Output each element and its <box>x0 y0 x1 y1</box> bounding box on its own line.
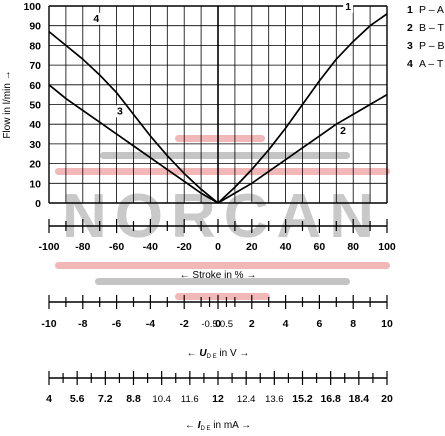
legend-label: P – B <box>419 40 445 52</box>
watermark-bar <box>100 152 350 159</box>
current-tick-label: 8.8 <box>126 393 141 405</box>
legend-entry-4: 4 A – T <box>407 58 444 70</box>
watermark-accent-bar <box>55 168 390 175</box>
x-tick-label: -20 <box>177 241 192 253</box>
x-tick-label: 100 <box>378 241 396 253</box>
voltage-axis-title: ← UD E in V → <box>187 348 250 360</box>
x-tick-label: -40 <box>143 241 158 253</box>
series-label-background <box>338 125 349 138</box>
series-line-4 <box>48 30 219 204</box>
watermark-accent-bar <box>55 262 390 269</box>
x-tick-label: -60 <box>109 241 124 253</box>
watermark-accent-bar <box>175 293 270 300</box>
voltage-tick-label: -10 <box>41 318 56 330</box>
series-label-1: 1 <box>343 0 354 13</box>
y-tick-label: 40 <box>29 119 41 131</box>
x-tick-label: -80 <box>75 241 90 253</box>
y-axis-title: Flow in l/min → <box>2 70 13 138</box>
current-tick-label: 7.2 <box>98 393 113 405</box>
voltage-tick-label: 4 <box>283 318 289 330</box>
current-tick-label: 4 <box>46 393 52 405</box>
voltage-tick-label: 8 <box>350 318 356 330</box>
voltage-tick-label: -4 <box>146 318 155 330</box>
series-label-text: 2 <box>340 125 346 137</box>
series-line-3 <box>48 84 219 204</box>
voltage-tick-label: -2 <box>180 318 189 330</box>
voltage-tick-label: -0.5 <box>201 319 217 330</box>
watermark-bar <box>95 278 350 285</box>
y-tick-label: 50 <box>29 100 41 112</box>
x-tick-label: 60 <box>314 241 326 253</box>
series-label-background <box>114 105 125 118</box>
current-tick-label: 13.6 <box>265 394 284 405</box>
y-tick-label: 100 <box>23 1 41 13</box>
legend: 1 P – A 2 B – T 3 P – B 4 A – T <box>407 4 445 70</box>
legend-entry-3: 3 P – B <box>407 40 445 52</box>
current-axis-title: ← ID E in mA → <box>185 420 251 432</box>
current-tick-label: 15.2 <box>292 393 313 405</box>
legend-number: 3 <box>407 40 413 52</box>
x-axis-title: ← Stroke in % → <box>180 270 257 281</box>
legend-label: A – T <box>419 58 444 70</box>
stroke-axis: -100 -80 -60 -40 -20 0 20 40 60 80 100 ← Stroke in … <box>38 219 396 281</box>
series-line-2 <box>217 93 388 204</box>
series-label-text: 4 <box>93 13 99 25</box>
x-tick-label: -100 <box>38 241 59 253</box>
series-label-text: 3 <box>117 105 123 117</box>
y-tick-label: 70 <box>29 60 41 72</box>
current-tick-label: 5.6 <box>70 393 85 405</box>
current-tick-label: 12.4 <box>237 394 256 405</box>
legend-label: P – A <box>419 4 444 16</box>
series-label-2: 2 <box>338 125 349 138</box>
y-tick-label: 60 <box>29 80 41 92</box>
current-tick-label: 10.4 <box>152 394 171 405</box>
current-scale: 4 5.6 7.2 8.8 10.4 11.6 12 12.4 13.6 15.2 16.8 18.4… <box>46 371 393 432</box>
series-label-background <box>343 0 354 13</box>
series-line-1 <box>217 13 388 204</box>
voltage-tick-label: 6 <box>316 318 322 330</box>
voltage-tick-label: -8 <box>78 318 87 330</box>
watermark-accent-bar <box>175 135 265 142</box>
voltage-tick-label: 0 <box>215 318 221 330</box>
x-tick-label: 20 <box>246 241 258 253</box>
current-tick-label: 20 <box>381 393 393 405</box>
voltage-scale: -10 -8 -6 -4 -2 -0.500.5 2 4 6 8 10 ← UD E in V → <box>41 295 393 360</box>
y-tick-label: 0 <box>35 198 41 210</box>
current-tick-label: 11.6 <box>181 394 199 405</box>
series-label-4: 4 <box>91 12 102 25</box>
y-tick-label: 90 <box>29 21 41 33</box>
voltage-tick-label: 10 <box>381 318 393 330</box>
y-tick-label: 80 <box>29 40 41 52</box>
voltage-tick-label: -6 <box>112 318 121 330</box>
current-tick-label: 16.8 <box>320 393 341 405</box>
y-tick-label: 10 <box>29 178 41 190</box>
legend-entry-2: 2 B – T <box>407 22 444 34</box>
voltage-tick-label: 0.5 <box>220 319 233 330</box>
y-tick-label: 30 <box>29 139 41 151</box>
legend-number: 2 <box>407 22 413 34</box>
x-tick-label: 0 <box>215 241 221 253</box>
current-tick-label: 12 <box>212 393 224 405</box>
series-label-background <box>91 12 102 25</box>
y-tick-label: 20 <box>29 159 41 171</box>
legend-label: B – T <box>419 22 444 34</box>
series-label-text: 1 <box>345 1 351 13</box>
x-tick-label: 40 <box>280 241 292 253</box>
series-label-3: 3 <box>114 105 125 118</box>
legend-number: 1 <box>407 4 413 16</box>
x-tick-label: 80 <box>347 241 359 253</box>
legend-entry-1: 1 P – A <box>407 4 444 16</box>
current-tick-label: 18.4 <box>349 393 370 405</box>
voltage-tick-label: 2 <box>249 318 255 330</box>
legend-number: 4 <box>407 58 413 70</box>
